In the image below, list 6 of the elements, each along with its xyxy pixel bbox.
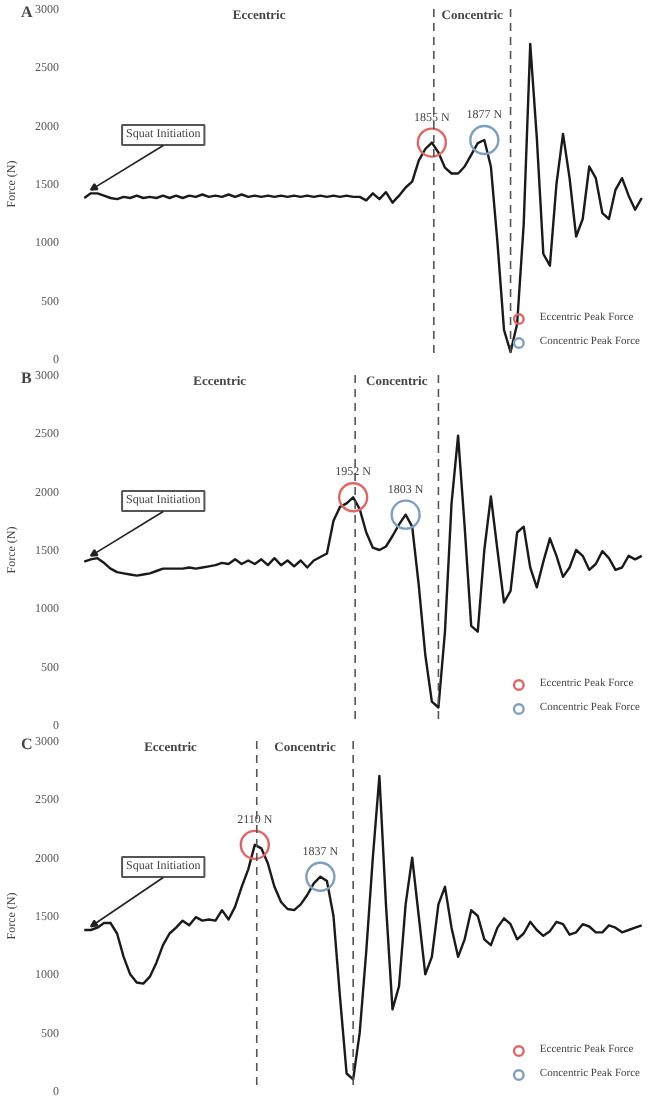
chart-title: A — [21, 3, 33, 21]
line-series — [83, 434, 643, 709]
chart-title: C — [21, 735, 33, 753]
chart-title: B — [21, 369, 33, 387]
line-series — [83, 42, 643, 354]
line-series — [83, 774, 643, 1081]
